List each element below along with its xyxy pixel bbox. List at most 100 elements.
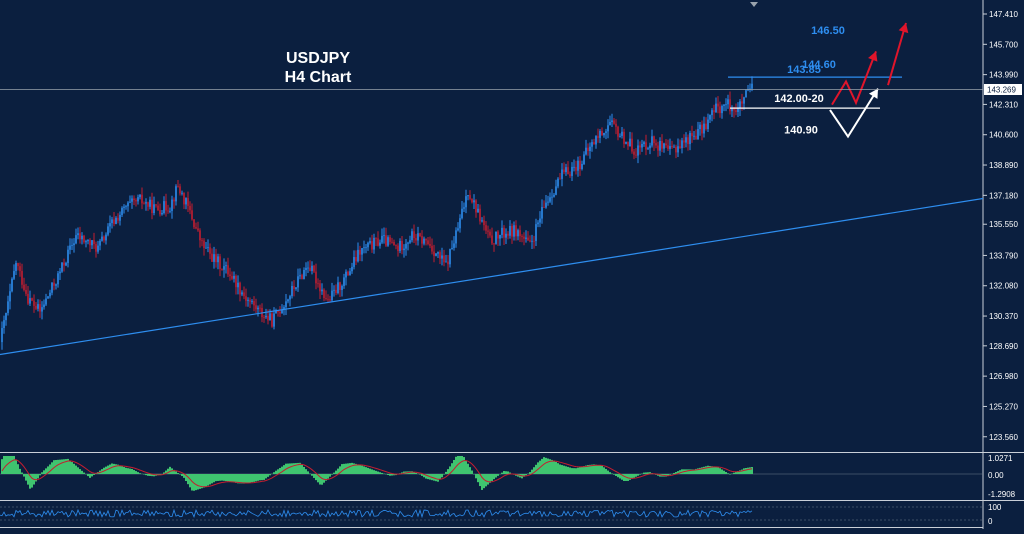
osc-bar <box>83 473 85 474</box>
candle-body <box>505 234 507 238</box>
osc-bar <box>195 474 197 490</box>
candle-body <box>345 272 347 278</box>
candle-body <box>535 224 537 241</box>
candle-body <box>615 124 617 127</box>
candle-body <box>255 305 257 309</box>
osc-bar <box>617 474 619 477</box>
candle-body <box>495 232 497 244</box>
candle-body <box>543 207 545 208</box>
candle-body <box>741 101 743 103</box>
osc-bar <box>267 474 269 477</box>
osc-bar <box>493 474 495 479</box>
candle-body <box>579 161 581 169</box>
candle-body <box>441 255 443 258</box>
osc-bar <box>375 471 377 474</box>
candle-body <box>467 195 469 196</box>
osc-bar <box>247 474 249 483</box>
osc-bar <box>125 468 127 474</box>
candle-body <box>473 200 475 202</box>
candle-body <box>47 296 49 298</box>
candle-body <box>635 155 637 156</box>
candle-body <box>21 271 23 285</box>
candle-body <box>391 242 393 243</box>
price-tick-label: 128.690 <box>989 342 1018 351</box>
candle-body <box>593 142 595 144</box>
candle-body <box>537 223 539 225</box>
candle-body <box>361 248 363 255</box>
candle-body <box>405 244 407 249</box>
osc-bar <box>601 466 603 474</box>
osc-bar <box>469 467 471 474</box>
candle-body <box>725 104 727 105</box>
osc-bar <box>187 474 189 484</box>
candle-body <box>387 237 389 245</box>
osc-bar <box>245 474 247 483</box>
candle-body <box>161 213 163 214</box>
candle-body <box>719 106 721 113</box>
candle-body <box>23 285 25 290</box>
candle-body <box>313 266 315 272</box>
osc-bar <box>743 468 745 474</box>
candle-body <box>45 299 47 305</box>
candle-body <box>271 313 273 326</box>
osc-bar <box>351 463 353 474</box>
candle-body <box>681 140 683 148</box>
osc-bar <box>341 464 343 474</box>
candle-body <box>77 233 79 235</box>
osc-bar <box>39 474 41 475</box>
osc-bar <box>327 474 329 479</box>
osc-bar <box>387 474 389 475</box>
osc-bar <box>563 466 565 474</box>
osc-bar <box>19 469 21 474</box>
osc-bar <box>461 456 463 474</box>
candle-body <box>249 300 251 302</box>
candle-body <box>179 186 181 193</box>
osc-bar <box>73 464 75 474</box>
candle-body <box>177 186 179 187</box>
osc-bar <box>547 459 549 474</box>
candle-body <box>291 286 293 296</box>
candle-body <box>263 317 265 318</box>
candle-body <box>227 265 229 274</box>
osc-bar <box>565 466 567 474</box>
osc-bar <box>727 473 729 474</box>
candle-body <box>115 218 117 224</box>
osc-bar <box>579 467 581 474</box>
candle-body <box>3 320 5 328</box>
candle-body <box>443 255 445 262</box>
candle-body <box>389 237 391 242</box>
price-tick-label: 145.700 <box>989 40 1018 49</box>
osc-bar <box>645 472 647 474</box>
osc-bar <box>227 474 229 481</box>
indicator-line-group <box>0 507 983 520</box>
osc-tick: 1.0271 <box>988 454 1013 463</box>
osc-bar <box>717 467 719 474</box>
osc-bar <box>687 469 689 474</box>
candle-body <box>295 287 297 289</box>
chart-subtitle: H4 Chart <box>285 69 352 86</box>
candle-body <box>305 268 307 270</box>
osc-bar <box>49 464 51 474</box>
candle-body <box>717 104 719 107</box>
candle-body <box>135 200 137 201</box>
candle-body <box>335 290 337 293</box>
candle-body <box>285 301 287 307</box>
osc-bar <box>333 473 335 474</box>
osc-bar <box>377 472 379 474</box>
candle-body <box>679 146 681 148</box>
candle-body <box>25 290 27 294</box>
candle-body <box>237 283 239 288</box>
candle-body <box>437 252 439 253</box>
osc-bar <box>129 469 131 474</box>
candle-body <box>379 243 381 246</box>
osc-bar <box>259 474 261 480</box>
candle-body <box>365 247 367 248</box>
candle-body <box>267 316 269 321</box>
candle-body <box>565 167 567 172</box>
candle-body <box>229 274 231 276</box>
price-tick-label: 126.980 <box>989 372 1018 381</box>
candle-body <box>233 276 235 279</box>
candle-body <box>121 208 123 215</box>
osc-bar <box>269 474 271 475</box>
current-price-label: 143.269 <box>987 86 1016 95</box>
